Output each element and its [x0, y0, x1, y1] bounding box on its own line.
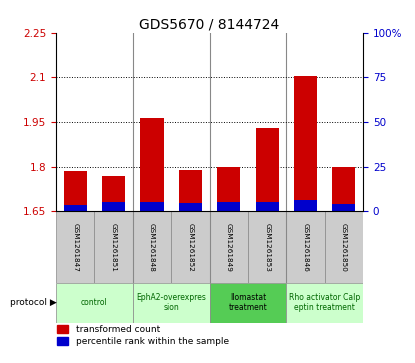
Bar	[294, 76, 317, 211]
Bar	[294, 200, 317, 211]
Text: GSM1261848: GSM1261848	[149, 223, 155, 272]
Bar	[140, 201, 164, 211]
Bar	[256, 201, 279, 211]
Bar	[179, 170, 202, 211]
Bar	[248, 211, 286, 283]
Bar	[332, 204, 355, 211]
Bar	[286, 283, 363, 323]
Text: Ilomastat
treatment: Ilomastat treatment	[229, 293, 267, 313]
Bar	[171, 211, 210, 283]
Bar	[140, 118, 164, 211]
Bar	[217, 203, 240, 211]
Text: EphA2-overexpres
sion: EphA2-overexpres sion	[136, 293, 206, 313]
Bar	[133, 283, 210, 323]
Text: GSM1261850: GSM1261850	[341, 223, 347, 272]
Bar	[332, 167, 355, 211]
Bar	[217, 167, 240, 211]
Text: protocol ▶: protocol ▶	[10, 298, 56, 307]
Text: control: control	[81, 298, 108, 307]
Bar	[56, 283, 133, 323]
Bar	[133, 211, 171, 283]
Text: GSM1261849: GSM1261849	[226, 223, 232, 272]
Bar	[256, 128, 279, 211]
Text: GSM1261852: GSM1261852	[188, 223, 193, 272]
Bar	[64, 205, 87, 211]
Bar	[325, 211, 363, 283]
Text: GSM1261846: GSM1261846	[303, 223, 308, 272]
Legend: transformed count, percentile rank within the sample: transformed count, percentile rank withi…	[57, 325, 229, 346]
Text: Rho activator Calp
eptin treatment: Rho activator Calp eptin treatment	[289, 293, 360, 313]
Text: GSM1261847: GSM1261847	[72, 223, 78, 272]
Bar	[102, 203, 125, 211]
Text: GSM1261851: GSM1261851	[111, 223, 117, 272]
Bar	[286, 211, 325, 283]
Bar	[210, 283, 286, 323]
Bar	[56, 211, 95, 283]
Text: GSM1261853: GSM1261853	[264, 223, 270, 272]
Bar	[102, 176, 125, 211]
Bar	[95, 211, 133, 283]
Bar	[210, 211, 248, 283]
Bar	[64, 171, 87, 211]
Title: GDS5670 / 8144724: GDS5670 / 8144724	[139, 17, 280, 32]
Bar	[179, 203, 202, 211]
